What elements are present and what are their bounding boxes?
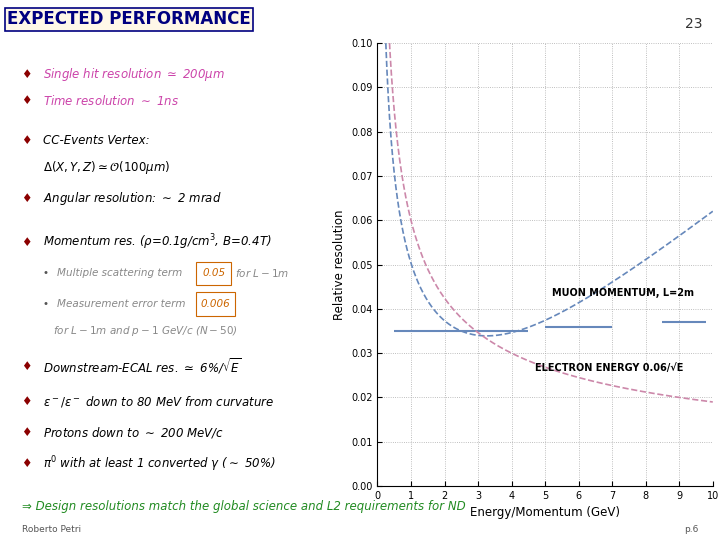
- Text: ♦: ♦: [22, 94, 32, 107]
- Text: ♦: ♦: [22, 395, 32, 408]
- Text: ♦: ♦: [22, 236, 32, 249]
- Text: ♦: ♦: [22, 134, 32, 147]
- Text: for $L-1m$: for $L-1m$: [235, 267, 289, 280]
- Text: Roberto Petri: Roberto Petri: [22, 525, 81, 534]
- Text: ♦: ♦: [22, 360, 32, 373]
- Text: Time resolution $\sim$ 1ns: Time resolution $\sim$ 1ns: [42, 94, 179, 108]
- Text: Measurement error term: Measurement error term: [57, 300, 185, 309]
- X-axis label: Energy/Momentum (GeV): Energy/Momentum (GeV): [470, 507, 620, 519]
- Text: •: •: [42, 268, 48, 279]
- Text: ♦: ♦: [22, 427, 32, 440]
- Text: Single hit resolution $\simeq$ 200$\mu$m: Single hit resolution $\simeq$ 200$\mu$m: [42, 66, 225, 83]
- Text: Protons down to $\sim$ 200 MeV/c: Protons down to $\sim$ 200 MeV/c: [42, 426, 224, 440]
- Text: EXPECTED PERFORMANCE: EXPECTED PERFORMANCE: [7, 10, 251, 28]
- Text: Downstream-ECAL res. $\simeq$ 6%/$\sqrt{E}$: Downstream-ECAL res. $\simeq$ 6%/$\sqrt{…: [42, 356, 241, 376]
- FancyBboxPatch shape: [196, 261, 231, 286]
- Text: MUON MOMENTUM, L=2m: MUON MOMENTUM, L=2m: [552, 288, 694, 298]
- Text: for $L-1m$ and $p-1$ GeV/c ($N-50$): for $L-1m$ and $p-1$ GeV/c ($N-50$): [53, 324, 238, 338]
- Text: Momentum res. ($\rho$=0.1g/cm$^3$, B=0.4T): Momentum res. ($\rho$=0.1g/cm$^3$, B=0.4…: [42, 233, 271, 252]
- Text: $\Delta(X,Y,Z) \simeq \mathcal{O}(100\mu m)$: $\Delta(X,Y,Z) \simeq \mathcal{O}(100\mu…: [42, 159, 170, 176]
- Text: ♦: ♦: [22, 68, 32, 80]
- Text: 23: 23: [685, 17, 702, 31]
- Text: 0.006: 0.006: [201, 300, 230, 309]
- Text: ♦: ♦: [22, 192, 32, 205]
- Text: ELECTRON ENERGY 0.06/√E: ELECTRON ENERGY 0.06/√E: [535, 363, 683, 373]
- Text: $\epsilon^-/\epsilon^-$ down to 80 MeV from curvature: $\epsilon^-/\epsilon^-$ down to 80 MeV f…: [42, 394, 274, 409]
- Text: Multiple scattering term: Multiple scattering term: [57, 268, 182, 279]
- Text: 0.05: 0.05: [202, 268, 225, 279]
- Text: $\pi^0$ with at least 1 converted $\gamma$ ($\sim$ 50%): $\pi^0$ with at least 1 converted $\gamm…: [42, 454, 275, 474]
- Text: Angular resolution: $\sim$ 2 mrad: Angular resolution: $\sim$ 2 mrad: [42, 190, 221, 207]
- Text: CC-Events Vertex:: CC-Events Vertex:: [42, 134, 149, 147]
- Y-axis label: Relative resolution: Relative resolution: [333, 210, 346, 320]
- Text: ♦: ♦: [22, 457, 32, 470]
- Text: ⇒ Design resolutions match the global science and L2 requirements for ND: ⇒ Design resolutions match the global sc…: [22, 500, 465, 514]
- FancyBboxPatch shape: [196, 293, 235, 316]
- Text: p.6: p.6: [684, 525, 698, 534]
- Text: •: •: [42, 300, 48, 309]
